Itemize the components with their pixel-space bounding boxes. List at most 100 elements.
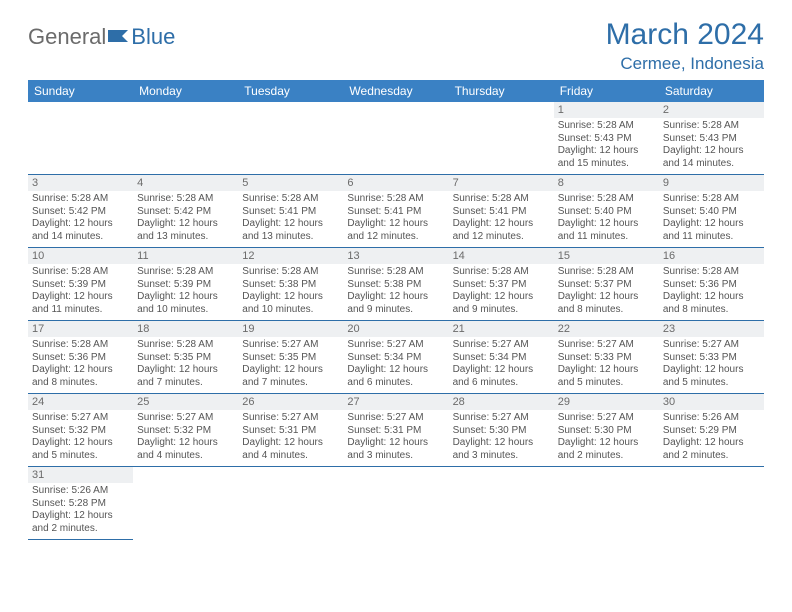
- daylight-text: Daylight: 12 hours: [242, 218, 339, 231]
- calendar-cell: [28, 102, 133, 175]
- sunset-text: Sunset: 5:35 PM: [242, 352, 339, 365]
- sunset-text: Sunset: 5:34 PM: [453, 352, 550, 365]
- daylight-text-2: and 12 minutes.: [453, 231, 550, 244]
- day-details: Sunrise: 5:28 AMSunset: 5:43 PMDaylight:…: [659, 118, 764, 174]
- sunset-text: Sunset: 5:41 PM: [347, 206, 444, 219]
- daylight-text-2: and 9 minutes.: [347, 304, 444, 317]
- sunset-text: Sunset: 5:35 PM: [137, 352, 234, 365]
- sunrise-text: Sunrise: 5:28 AM: [453, 193, 550, 206]
- daylight-text: Daylight: 12 hours: [32, 510, 129, 523]
- calendar-cell: 20Sunrise: 5:27 AMSunset: 5:34 PMDayligh…: [343, 321, 448, 394]
- calendar-week: 1Sunrise: 5:28 AMSunset: 5:43 PMDaylight…: [28, 102, 764, 175]
- day-details: Sunrise: 5:27 AMSunset: 5:34 PMDaylight:…: [449, 337, 554, 393]
- day-number: 15: [554, 248, 659, 264]
- day-number: 17: [28, 321, 133, 337]
- sunset-text: Sunset: 5:32 PM: [32, 425, 129, 438]
- daylight-text-2: and 3 minutes.: [347, 450, 444, 463]
- day-number: 24: [28, 394, 133, 410]
- sunrise-text: Sunrise: 5:28 AM: [32, 266, 129, 279]
- calendar-cell: 26Sunrise: 5:27 AMSunset: 5:31 PMDayligh…: [238, 394, 343, 467]
- sunset-text: Sunset: 5:39 PM: [32, 279, 129, 292]
- sunset-text: Sunset: 5:29 PM: [663, 425, 760, 438]
- calendar-cell: 27Sunrise: 5:27 AMSunset: 5:31 PMDayligh…: [343, 394, 448, 467]
- daylight-text-2: and 7 minutes.: [137, 377, 234, 390]
- day-number: 9: [659, 175, 764, 191]
- location: Cermee, Indonesia: [606, 54, 764, 74]
- sunset-text: Sunset: 5:30 PM: [558, 425, 655, 438]
- day-number: 25: [133, 394, 238, 410]
- daylight-text: Daylight: 12 hours: [137, 364, 234, 377]
- sunrise-text: Sunrise: 5:27 AM: [137, 412, 234, 425]
- daylight-text: Daylight: 12 hours: [453, 364, 550, 377]
- daylight-text-2: and 14 minutes.: [32, 231, 129, 244]
- sunrise-text: Sunrise: 5:28 AM: [347, 266, 444, 279]
- day-details: Sunrise: 5:28 AMSunset: 5:43 PMDaylight:…: [554, 118, 659, 174]
- sunrise-text: Sunrise: 5:27 AM: [663, 339, 760, 352]
- day-number: 3: [28, 175, 133, 191]
- daylight-text-2: and 5 minutes.: [32, 450, 129, 463]
- sunset-text: Sunset: 5:40 PM: [558, 206, 655, 219]
- daylight-text: Daylight: 12 hours: [137, 218, 234, 231]
- daylight-text: Daylight: 12 hours: [663, 437, 760, 450]
- title-block: March 2024 Cermee, Indonesia: [606, 18, 764, 74]
- calendar-table: SundayMondayTuesdayWednesdayThursdayFrid…: [28, 80, 764, 540]
- daylight-text: Daylight: 12 hours: [558, 145, 655, 158]
- daylight-text-2: and 6 minutes.: [347, 377, 444, 390]
- sunset-text: Sunset: 5:30 PM: [453, 425, 550, 438]
- day-number: 10: [28, 248, 133, 264]
- sunset-text: Sunset: 5:31 PM: [242, 425, 339, 438]
- sunset-text: Sunset: 5:33 PM: [663, 352, 760, 365]
- daylight-text-2: and 8 minutes.: [663, 304, 760, 317]
- sunrise-text: Sunrise: 5:27 AM: [242, 412, 339, 425]
- day-number: 6: [343, 175, 448, 191]
- sunrise-text: Sunrise: 5:26 AM: [32, 485, 129, 498]
- day-details: Sunrise: 5:28 AMSunset: 5:40 PMDaylight:…: [659, 191, 764, 247]
- day-details: Sunrise: 5:28 AMSunset: 5:42 PMDaylight:…: [133, 191, 238, 247]
- daylight-text-2: and 11 minutes.: [663, 231, 760, 244]
- calendar-cell: 3Sunrise: 5:28 AMSunset: 5:42 PMDaylight…: [28, 175, 133, 248]
- sunset-text: Sunset: 5:34 PM: [347, 352, 444, 365]
- sunset-text: Sunset: 5:33 PM: [558, 352, 655, 365]
- day-number: 16: [659, 248, 764, 264]
- day-details: Sunrise: 5:28 AMSunset: 5:39 PMDaylight:…: [28, 264, 133, 320]
- calendar-cell: [133, 467, 238, 540]
- weekday-header: Tuesday: [238, 80, 343, 102]
- sunset-text: Sunset: 5:36 PM: [32, 352, 129, 365]
- daylight-text-2: and 8 minutes.: [558, 304, 655, 317]
- sunrise-text: Sunrise: 5:28 AM: [558, 120, 655, 133]
- day-details: Sunrise: 5:28 AMSunset: 5:41 PMDaylight:…: [238, 191, 343, 247]
- daylight-text-2: and 12 minutes.: [347, 231, 444, 244]
- day-details: Sunrise: 5:28 AMSunset: 5:35 PMDaylight:…: [133, 337, 238, 393]
- sunset-text: Sunset: 5:43 PM: [663, 133, 760, 146]
- calendar-cell: [343, 467, 448, 540]
- sunrise-text: Sunrise: 5:28 AM: [453, 266, 550, 279]
- calendar-cell: 31Sunrise: 5:26 AMSunset: 5:28 PMDayligh…: [28, 467, 133, 540]
- day-details: Sunrise: 5:27 AMSunset: 5:30 PMDaylight:…: [449, 410, 554, 466]
- sunset-text: Sunset: 5:37 PM: [558, 279, 655, 292]
- calendar-cell: 6Sunrise: 5:28 AMSunset: 5:41 PMDaylight…: [343, 175, 448, 248]
- calendar-cell: 2Sunrise: 5:28 AMSunset: 5:43 PMDaylight…: [659, 102, 764, 175]
- sunrise-text: Sunrise: 5:28 AM: [663, 266, 760, 279]
- calendar-cell: [133, 102, 238, 175]
- day-details: Sunrise: 5:28 AMSunset: 5:40 PMDaylight:…: [554, 191, 659, 247]
- daylight-text: Daylight: 12 hours: [242, 364, 339, 377]
- daylight-text-2: and 9 minutes.: [453, 304, 550, 317]
- calendar-week: 3Sunrise: 5:28 AMSunset: 5:42 PMDaylight…: [28, 175, 764, 248]
- day-details: Sunrise: 5:27 AMSunset: 5:32 PMDaylight:…: [133, 410, 238, 466]
- weekday-header: Saturday: [659, 80, 764, 102]
- calendar-week: 17Sunrise: 5:28 AMSunset: 5:36 PMDayligh…: [28, 321, 764, 394]
- day-number: 27: [343, 394, 448, 410]
- daylight-text-2: and 14 minutes.: [663, 158, 760, 171]
- calendar-cell: [449, 467, 554, 540]
- sunset-text: Sunset: 5:41 PM: [453, 206, 550, 219]
- calendar-cell: 23Sunrise: 5:27 AMSunset: 5:33 PMDayligh…: [659, 321, 764, 394]
- daylight-text-2: and 2 minutes.: [558, 450, 655, 463]
- daylight-text-2: and 15 minutes.: [558, 158, 655, 171]
- day-number: 22: [554, 321, 659, 337]
- calendar-cell: 7Sunrise: 5:28 AMSunset: 5:41 PMDaylight…: [449, 175, 554, 248]
- day-details: Sunrise: 5:28 AMSunset: 5:37 PMDaylight:…: [449, 264, 554, 320]
- day-number: 11: [133, 248, 238, 264]
- sunset-text: Sunset: 5:39 PM: [137, 279, 234, 292]
- day-details: Sunrise: 5:27 AMSunset: 5:33 PMDaylight:…: [659, 337, 764, 393]
- brand-part1: General: [28, 24, 106, 50]
